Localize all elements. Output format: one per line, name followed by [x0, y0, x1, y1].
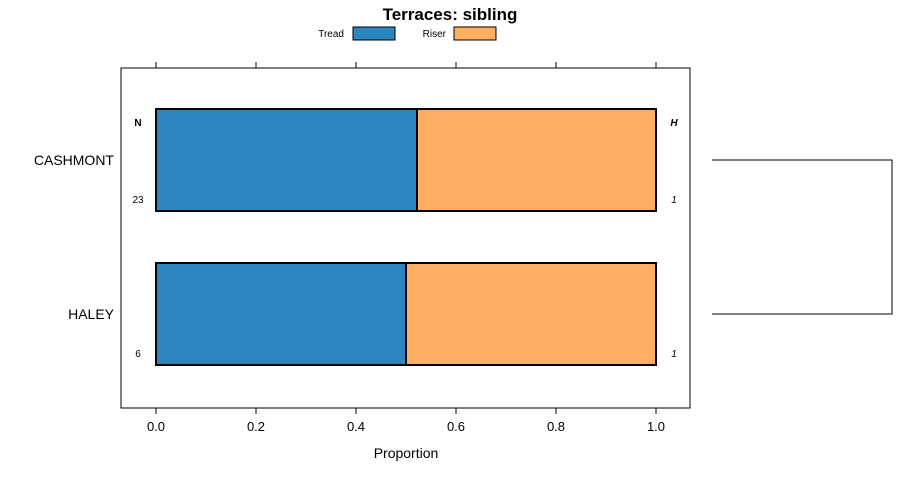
x-tick-label: 1.0: [647, 419, 665, 434]
right-column-header: H: [670, 118, 678, 129]
left-column-header: N: [134, 118, 141, 129]
x-tick-label: 0.4: [347, 419, 365, 434]
bar-cashmont-riser: [416, 108, 657, 212]
legend-label-riser: Riser: [423, 29, 447, 40]
left-column-value: 23: [132, 195, 144, 206]
bars-layer: [155, 108, 657, 366]
side-columns: N H 23 1 6 1: [132, 118, 678, 360]
x-tick-label: 0.8: [547, 419, 565, 434]
plot-panel: [120, 67, 691, 409]
y-axis-labels: CASHMONT HALEY: [34, 152, 115, 322]
bar-cashmont-tread: [155, 108, 418, 212]
x-tick-label: 0.6: [447, 419, 465, 434]
category-label-haley: HALEY: [68, 306, 115, 322]
legend-swatch-tread: [352, 26, 396, 41]
legend: Tread Riser: [318, 26, 497, 41]
left-column-value: 6: [135, 349, 141, 360]
category-label-cashmont: CASHMONT: [34, 152, 115, 168]
bar-haley-tread: [155, 262, 407, 366]
bar-haley-riser: [405, 262, 657, 366]
x-axis-title: Proportion: [374, 445, 439, 461]
chart-title: Terraces: sibling: [383, 5, 518, 24]
right-column-value: 1: [671, 349, 677, 360]
right-column-value: 1: [671, 195, 677, 206]
x-tick-label: 0.2: [247, 419, 265, 434]
legend-swatch-riser: [453, 26, 497, 41]
x-axis: 0.0 0.2 0.4 0.6 0.8 1.0: [147, 62, 665, 434]
legend-label-tread: Tread: [318, 29, 344, 40]
dendrogram: [712, 159, 893, 315]
dendrogram-branch: [712, 159, 893, 315]
x-tick-label: 0.0: [147, 419, 165, 434]
